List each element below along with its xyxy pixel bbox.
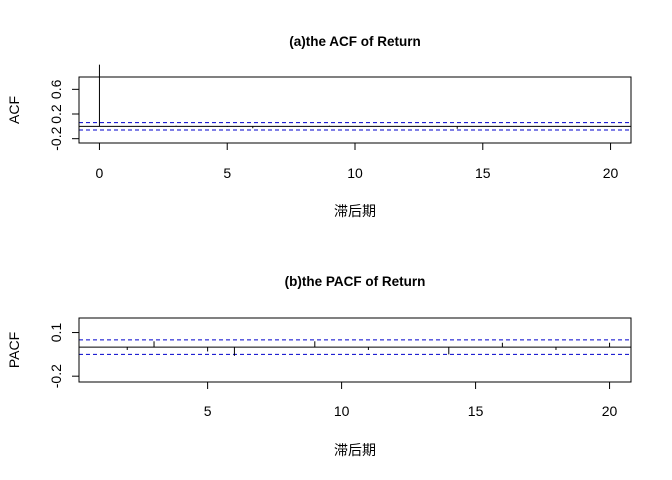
acf-y-tick-label: 0.6	[48, 79, 64, 99]
acf-panel: (a)the ACF of Return 0 5 10 15 20 -0.2 0.2 0.6 滞后…	[6, 34, 632, 219]
acf-x-tick-label: 5	[223, 165, 231, 181]
pacf-x-tick-label: 20	[602, 403, 618, 419]
pacf-panel: (b)the PACF of Return 5 10 15 20 -0.2 0.1 滞后期 PA…	[6, 274, 632, 458]
pacf-title: (b)the PACF of Return	[285, 274, 426, 289]
pacf-y-tick-label: -0.2	[48, 364, 64, 388]
pacf-x-axis-label: 滞后期	[334, 442, 376, 458]
acf-y-tick-label: 0.2	[48, 104, 64, 124]
acf-title: (a)the ACF of Return	[289, 34, 421, 49]
pacf-x-tick-label: 10	[334, 403, 350, 419]
acf-x-tick-label: 10	[347, 165, 363, 181]
acf-plot-frame	[78, 76, 632, 144]
acf-x-axis-label: 滞后期	[334, 203, 376, 219]
acf-y-axis-label: ACF	[6, 96, 22, 124]
pacf-plot-frame	[78, 317, 632, 383]
acf-y-tick-label: -0.2	[48, 126, 64, 150]
acf-x-tick-label: 15	[475, 165, 491, 181]
acf-x-tick-label: 0	[96, 165, 104, 181]
pacf-y-tick-label: 0.1	[48, 323, 64, 343]
pacf-x-tick-label: 15	[468, 403, 484, 419]
pacf-y-axis-label: PACF	[6, 332, 22, 368]
pacf-x-tick-label: 5	[204, 403, 212, 419]
acf-x-tick-label: 20	[603, 165, 619, 181]
